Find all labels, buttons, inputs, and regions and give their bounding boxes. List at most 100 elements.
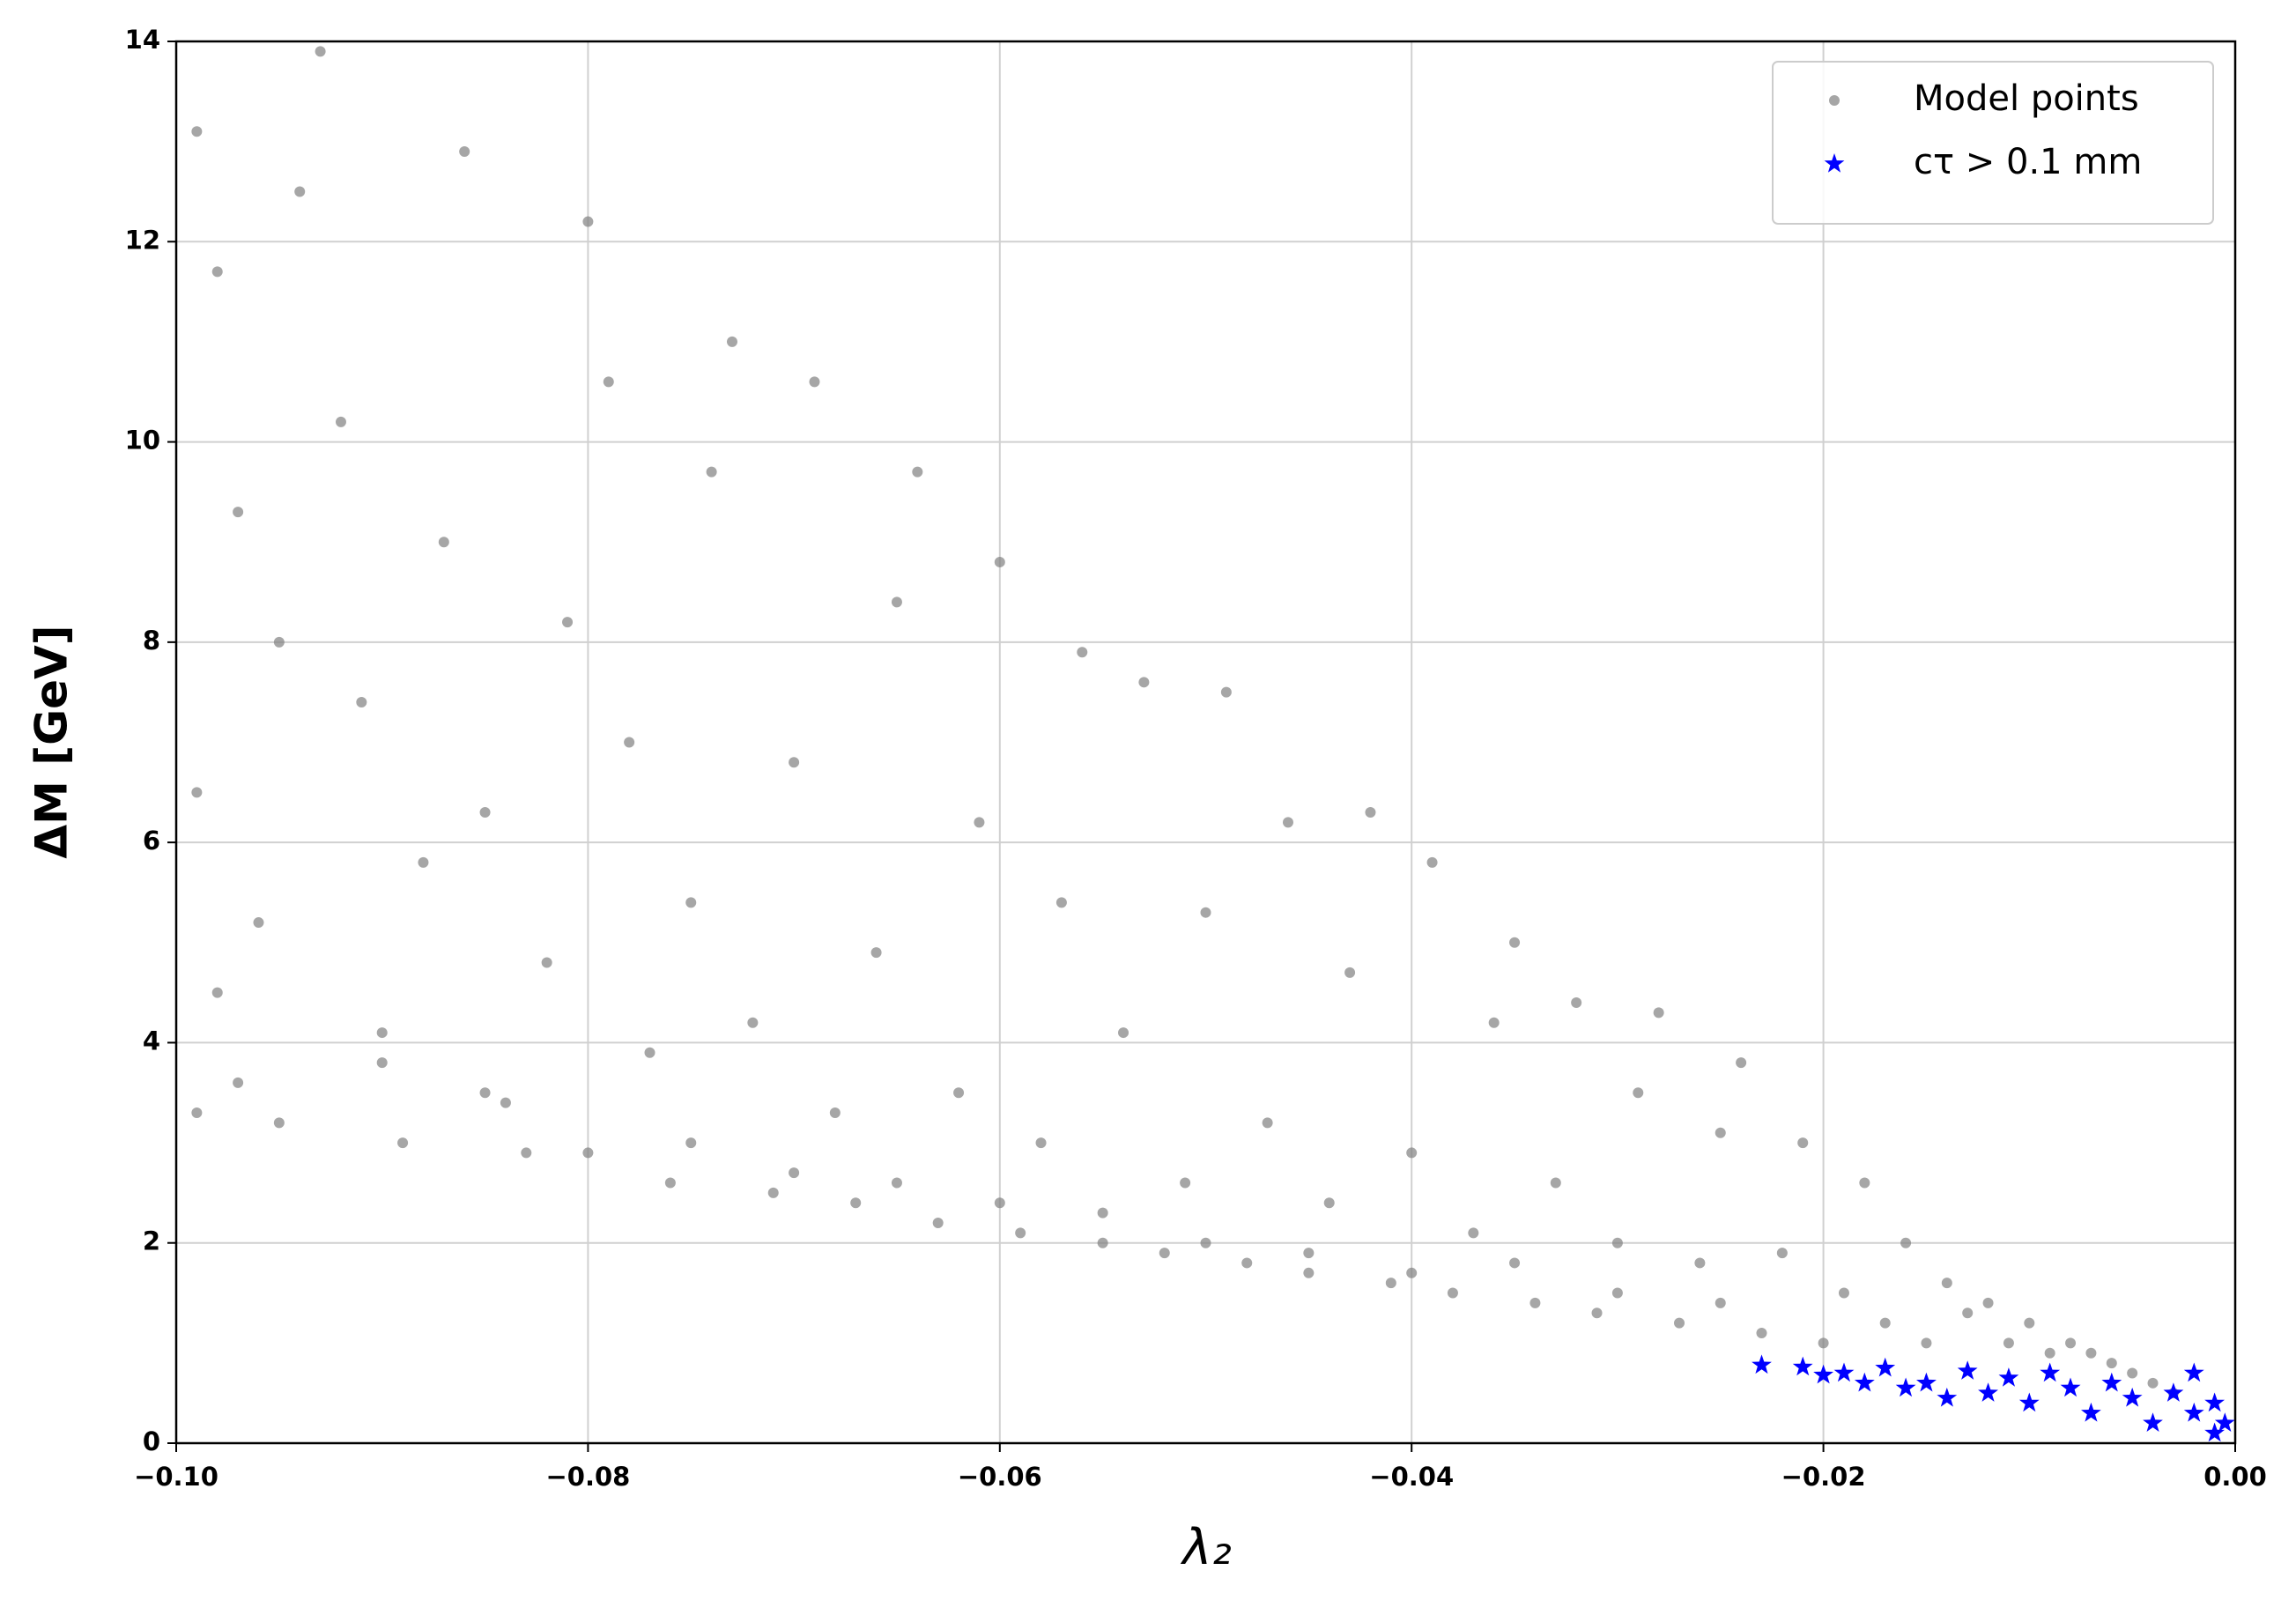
point [1097,1237,1108,1248]
point [253,917,264,929]
y-tick-label: 0 [143,1426,160,1456]
point [315,46,326,57]
x-tick-label: 0.00 [2203,1462,2267,1492]
point [1303,1248,1315,1259]
star-marker [1998,1367,2019,1387]
point [1591,1307,1603,1319]
point [1468,1227,1479,1239]
point [211,987,223,998]
star-marker [1833,1362,1855,1382]
point [2127,1367,2138,1379]
point [994,1197,1005,1209]
point [974,817,985,828]
point [1829,95,1840,106]
star-marker [2081,1402,2101,1422]
star-marker [1916,1372,1937,1392]
point [1220,686,1232,698]
point [1035,1137,1047,1149]
point [459,146,470,158]
point [2024,1317,2035,1329]
legend-label: cτ > 0.1 mm [1914,142,2142,182]
point [1303,1267,1315,1278]
star-marker [1824,153,1845,173]
point [1715,1297,1726,1308]
point [1694,1257,1706,1269]
point [1859,1177,1870,1189]
point [1365,807,1376,819]
point [685,1137,697,1149]
x-tick-label: −0.10 [134,1462,218,1492]
star-marker [2018,1392,2040,1412]
point [273,636,285,648]
point [870,947,882,959]
x-tick-label: −0.04 [1369,1462,1454,1492]
point [1509,1257,1521,1269]
x-tick-label: −0.06 [958,1462,1042,1492]
star-marker [1854,1372,1875,1392]
point [1941,1278,1952,1289]
star-marker [1875,1357,1896,1377]
star-marker [2204,1422,2225,1442]
point [1550,1177,1561,1189]
point [1385,1278,1396,1289]
point [1776,1248,1788,1259]
point [706,466,717,478]
point [1200,1237,1211,1248]
point [1715,1127,1726,1138]
point [1406,1147,1418,1159]
point [603,376,614,388]
point [1633,1087,1644,1099]
star-marker [1813,1364,1833,1384]
point [1488,1017,1500,1028]
point [479,807,491,819]
y-tick-label: 2 [143,1226,160,1256]
point [1138,677,1150,688]
legend: Model points cτ > 0.1 mm [1772,61,2214,225]
star-marker [2204,1392,2225,1412]
point [1653,1007,1664,1019]
point [582,216,594,227]
point [1180,1177,1191,1189]
point [850,1197,862,1209]
point [562,617,574,628]
point [582,1147,594,1159]
star-marker [1895,1377,1916,1397]
point [1529,1297,1541,1308]
point [726,336,737,347]
x-tick-label: −0.02 [1781,1462,1866,1492]
point [1879,1317,1891,1329]
point [1426,856,1438,868]
point [1015,1227,1026,1239]
point [1262,1117,1273,1129]
point [479,1087,491,1099]
point [2147,1377,2159,1389]
point [1797,1137,1809,1149]
point [891,1177,902,1189]
point [2065,1337,2077,1349]
y-tick-label: 4 [143,1026,160,1056]
point [1611,1287,1623,1299]
point [438,537,449,548]
point [1241,1257,1253,1269]
star-marker [2143,1412,2163,1432]
point [1344,967,1356,978]
point [1571,996,1582,1008]
point [356,697,367,708]
y-tick-label: 12 [125,225,160,255]
point [809,376,820,388]
y-axis-label: ΔM [GeV] [26,625,78,858]
legend-box [1772,61,2214,225]
point [994,556,1005,567]
point [912,466,923,478]
point [376,1027,388,1039]
point [233,1077,244,1088]
point [233,507,244,518]
point [1756,1327,1767,1338]
point [2003,1337,2014,1349]
point [1736,1057,1747,1069]
point [1282,817,1293,828]
star-marker [2122,1387,2143,1407]
point [1055,897,1067,908]
point [1818,1337,1829,1349]
point [953,1087,965,1099]
